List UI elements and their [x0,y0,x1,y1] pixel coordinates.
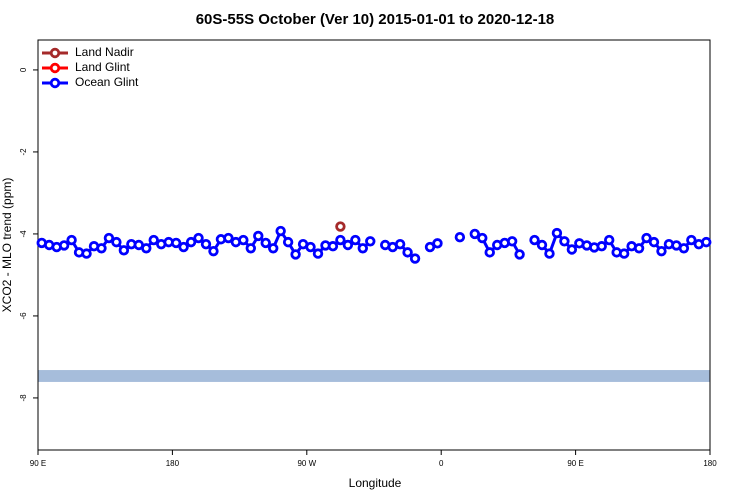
data-point [118,245,130,256]
legend-marker [49,62,61,74]
data-point [648,236,660,248]
data-point [618,248,630,259]
y-axis-label: XCO2 - MLO trend (ppm) [0,178,14,313]
data-point [260,237,271,249]
data-point [148,234,159,246]
data-point [223,232,234,244]
data-point [469,228,480,240]
legend-label: Ocean Glint [75,75,139,89]
data-point [701,236,712,248]
data-point [238,234,249,246]
data-point [185,236,197,248]
reference-band [38,370,710,382]
y-tick-label: -2 [19,148,28,156]
data-point [96,243,107,254]
x-axis-label: Longitude [349,476,402,490]
data-point [200,238,212,250]
y-tick-label: -4 [19,230,28,238]
data-point [350,234,361,246]
data-point [245,243,256,254]
x-tick-label: 90 E [567,459,583,468]
data-point [484,247,495,258]
data-point [604,234,615,246]
x-tick-label: 90 W [297,459,316,468]
data-point [536,239,548,251]
legend-marker [49,77,61,89]
data-point [678,243,690,254]
data-point [633,243,645,254]
data-point [402,247,413,258]
data-point [327,241,339,252]
data-point [81,248,92,259]
y-tick-label: 0 [19,67,28,72]
data-point [103,232,115,244]
data-point [514,249,525,260]
data-point [551,227,563,239]
data-point [432,238,443,249]
data-point [275,225,286,237]
legend-marker [49,47,61,59]
data-point [566,244,578,255]
data-point [544,248,555,259]
data-point [208,245,219,257]
data-point [596,241,607,252]
data-point [141,243,152,254]
data-point [335,234,346,246]
data-point [529,234,540,246]
data-point [111,236,122,248]
data-point [342,239,354,251]
data-point [335,221,346,232]
data-point [506,236,518,247]
data-point [290,249,301,260]
y-tick-label: -8 [19,394,28,402]
data-point [282,236,294,248]
data-point [686,234,697,246]
data-point [253,230,264,242]
data-point [268,243,279,254]
chart-title: 60S-55S October (Ver 10) 2015-01-01 to 2… [196,11,555,28]
data-point [178,241,189,253]
data-point [66,234,77,246]
y-tick-label: -6 [19,312,28,320]
data-point [170,237,182,249]
data-point [477,232,488,244]
data-point [394,238,406,250]
data-point [58,240,70,251]
x-tick-label: 0 [439,459,444,468]
data-point [656,245,667,257]
x-tick-label: 90 E [30,459,46,468]
data-point [559,236,570,247]
x-tick-label: 180 [703,459,717,468]
data-point [312,248,324,259]
legend-label: Land Nadir [75,45,134,59]
data-point [641,232,652,244]
legend-label: Land Glint [75,60,130,74]
data-point [454,232,466,243]
x-tick-label: 180 [166,459,180,468]
data-point [424,241,436,253]
data-point [409,253,421,264]
data-point [357,243,368,254]
data-point [365,236,376,247]
data-point [305,241,316,253]
data-point [193,232,204,244]
